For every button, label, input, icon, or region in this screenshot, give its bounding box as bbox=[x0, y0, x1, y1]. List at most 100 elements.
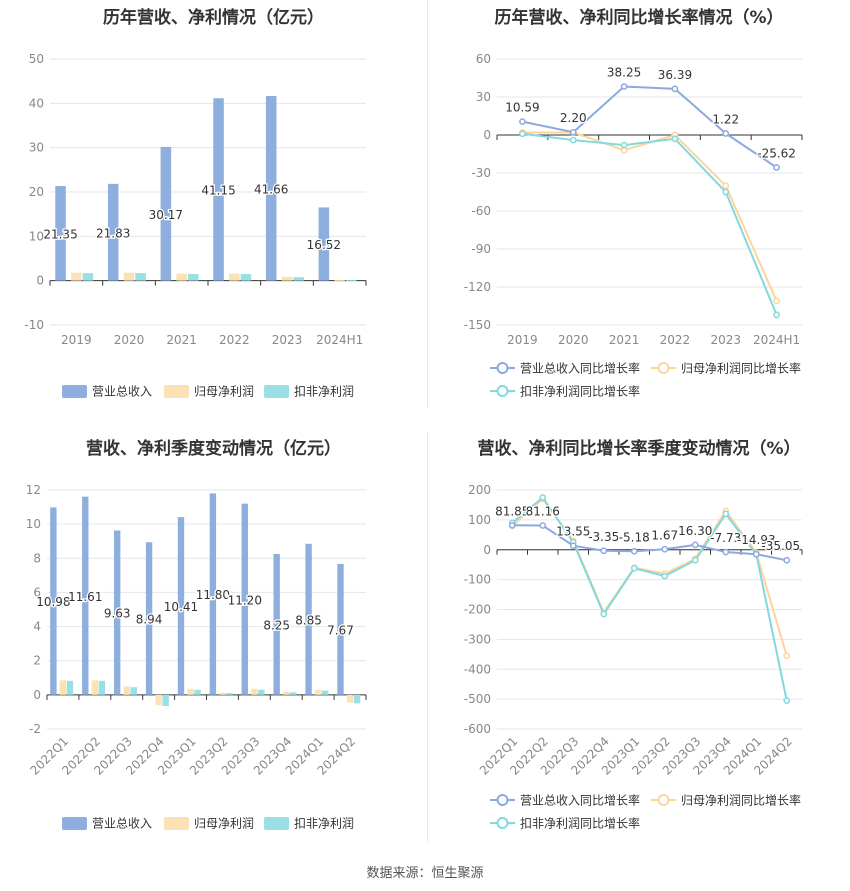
quarterly_amounts-legend-swatch bbox=[62, 817, 87, 830]
quarterly_amounts-data-label: 10.98 bbox=[36, 595, 70, 609]
annual_amounts-x-tick-label: 2023 bbox=[272, 333, 303, 347]
annual_growth-y-tick-label: -60 bbox=[471, 204, 491, 218]
quarterly_growth-point bbox=[600, 610, 608, 618]
annual_amounts-x-tick-label: 2020 bbox=[114, 333, 145, 347]
quarterly_amounts-legend-swatch bbox=[264, 817, 289, 830]
annual_growth-legend-label: 扣非净利润同比增长率 bbox=[520, 384, 640, 399]
quarterly_amounts-bar-revenue bbox=[337, 563, 344, 695]
annual_growth-point bbox=[671, 135, 679, 143]
annual_amounts-x-tick-label: 2022 bbox=[219, 333, 250, 347]
annual_growth-y-tick-label: -30 bbox=[471, 166, 491, 180]
annual_amounts-bar-net-profit bbox=[334, 280, 345, 282]
quarterly_amounts-bar-net-profit bbox=[91, 680, 99, 695]
annual-growth-title: 历年营收、净利同比增长率情况（%） bbox=[494, 8, 784, 28]
annual_amounts-bar-deducted-profit bbox=[345, 280, 357, 282]
quarterly-growth-title: 营收、净利同比增长率季度变动情况（%） bbox=[477, 439, 801, 459]
quarterly_growth-point bbox=[630, 564, 638, 572]
quarterly_growth-data-label: -5.18 bbox=[619, 530, 650, 544]
annual_growth-data-label: 10.59 bbox=[505, 101, 539, 115]
annual_growth-series-line-revenue bbox=[522, 85, 778, 169]
annual_growth-x-tick-label: 2019 bbox=[507, 333, 538, 347]
annual_growth-point bbox=[569, 136, 577, 144]
quarterly_growth-series-line-deducted-profit bbox=[511, 495, 788, 701]
quarterly_growth-y-tick-label: 100 bbox=[468, 513, 491, 527]
quarterly_growth-legend-marker bbox=[496, 794, 509, 806]
annual_growth-point bbox=[519, 118, 526, 125]
quarterly_amounts-legend-label: 扣非净利润 bbox=[294, 817, 354, 831]
quarterly_growth-point bbox=[691, 541, 699, 549]
quarterly_growth-point bbox=[661, 572, 669, 580]
annual_growth-point bbox=[722, 188, 730, 196]
quarterly_growth-point bbox=[539, 522, 547, 529]
annual_growth-y-tick-label: -90 bbox=[471, 242, 491, 256]
annual_amounts-data-label: 16.52 bbox=[307, 238, 341, 252]
annual_growth-series-line-deducted-profit bbox=[522, 132, 778, 316]
annual_amounts-legend-swatch bbox=[264, 385, 289, 398]
annual_amounts-y-tick-label: 40 bbox=[29, 96, 44, 110]
annual_growth-series-line-net-profit bbox=[522, 131, 778, 302]
annual_amounts-y-tick-label: -10 bbox=[24, 318, 44, 332]
quarterly_amounts-data-label: 8.85 bbox=[295, 613, 322, 627]
quarterly_growth-point bbox=[783, 697, 791, 704]
annual_growth-x-tick-label: 2021 bbox=[609, 333, 640, 347]
quarterly_amounts-y-tick-label: 6 bbox=[33, 585, 41, 599]
annual_amounts-y-tick-label: 20 bbox=[29, 185, 44, 199]
quarterly_growth-point bbox=[722, 548, 730, 556]
quarterly_amounts-data-label: 9.63 bbox=[104, 607, 131, 621]
annual_growth-point bbox=[722, 182, 730, 190]
quarterly_amounts-y-tick-label: 12 bbox=[26, 483, 41, 497]
quarterly_amounts-bar-deducted-profit bbox=[130, 687, 137, 695]
quarterly_growth-data-label: -35.05 bbox=[761, 539, 800, 553]
quarterly_amounts-bar-deducted-profit bbox=[66, 680, 74, 695]
quarterly_growth-data-label: 1.67 bbox=[651, 528, 678, 542]
annual_amounts-data-label: 30.17 bbox=[149, 208, 183, 222]
quarterly_amounts-bar-deducted-profit bbox=[226, 693, 233, 695]
quarterly_growth-point bbox=[600, 547, 608, 555]
annual_growth-point bbox=[671, 85, 679, 93]
quarterly_growth-y-tick-label: 200 bbox=[468, 483, 491, 497]
quarterly_growth-point bbox=[661, 545, 669, 553]
quarterly_amounts-bar-deducted-profit bbox=[353, 694, 361, 704]
quarterly_growth-y-tick-label: 0 bbox=[483, 543, 491, 557]
quarterly_growth-y-tick-label: -400 bbox=[464, 662, 491, 676]
annual_amounts-y-tick-label: 30 bbox=[29, 141, 44, 155]
quarterly_amounts-y-tick-label: 8 bbox=[33, 551, 41, 565]
annual_growth-legend-label: 营业总收入同比增长率 bbox=[520, 361, 640, 376]
annual-amounts-title: 历年营收、净利情况（亿元） bbox=[103, 8, 324, 28]
quarterly_amounts-bar-net-profit bbox=[59, 680, 67, 695]
quarterly_growth-data-label: -7.73 bbox=[710, 531, 741, 545]
annual_amounts-legend-swatch bbox=[164, 385, 189, 398]
quarterly_amounts-bar-deducted-profit bbox=[258, 689, 265, 695]
quarterly_growth-point bbox=[569, 542, 577, 550]
annual_growth-y-tick-label: 0 bbox=[483, 128, 491, 142]
quarterly_amounts-bar-revenue bbox=[177, 517, 185, 695]
quarterly_growth-y-tick-label: -300 bbox=[464, 632, 491, 646]
quarterly_amounts-bar-net-profit bbox=[155, 694, 162, 706]
quarterly_growth-y-tick-label: -500 bbox=[464, 692, 491, 706]
annual_growth-point bbox=[519, 130, 526, 138]
annual_amounts-bar-deducted-profit bbox=[135, 273, 146, 281]
annual_amounts-y-tick-label: 10 bbox=[29, 229, 44, 243]
quarterly_amounts-bar-revenue bbox=[305, 543, 312, 695]
quarterly_amounts-bar-deducted-profit bbox=[290, 692, 297, 695]
vertical-divider-bottom bbox=[427, 432, 428, 842]
quarterly-amounts-title: 营收、净利季度变动情况（亿元） bbox=[86, 439, 341, 459]
quarterly_amounts-y-tick-label: 0 bbox=[33, 688, 41, 702]
quarterly_growth-data-label: -14.93 bbox=[737, 533, 776, 547]
quarterly_amounts-bar-revenue bbox=[113, 530, 121, 695]
quarterly_amounts-bar-revenue bbox=[145, 542, 153, 695]
annual_amounts-x-tick-label: 2024H1 bbox=[316, 333, 363, 347]
quarterly_growth-data-label: 81.16 bbox=[526, 505, 560, 519]
annual_amounts-bar-revenue bbox=[107, 183, 119, 281]
annual_amounts-data-label: 21.35 bbox=[43, 227, 77, 241]
data-source-note: 数据来源：恒生聚源 bbox=[366, 866, 484, 881]
annual_amounts-legend-label: 归母净利润 bbox=[194, 385, 254, 399]
quarterly_growth-data-label: -3.35 bbox=[588, 530, 619, 544]
annual_amounts-data-label: 41.15 bbox=[201, 183, 235, 197]
quarterly_amounts-legend-swatch bbox=[164, 817, 189, 830]
annual_growth-legend-label: 归母净利润同比增长率 bbox=[681, 361, 801, 376]
annual_growth-data-label: 36.39 bbox=[658, 68, 692, 82]
annual_amounts-y-tick-label: 0 bbox=[36, 274, 44, 288]
annual_growth-point bbox=[569, 128, 577, 136]
